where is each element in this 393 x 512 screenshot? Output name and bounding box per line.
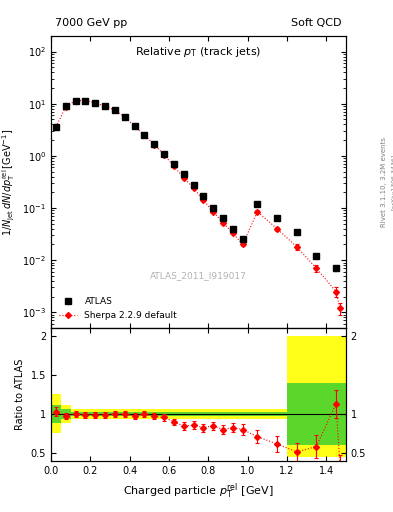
Y-axis label: $1/N_\mathrm{jet}\,dN/dp_\mathrm{T}^\mathrm{rel}\,[\mathrm{GeV}^{-1}]$: $1/N_\mathrm{jet}\,dN/dp_\mathrm{T}^\mat… <box>0 128 17 236</box>
Text: 7000 GeV pp: 7000 GeV pp <box>55 18 127 28</box>
Y-axis label: Ratio to ATLAS: Ratio to ATLAS <box>15 359 25 430</box>
Text: Relative $p_\mathrm{T}$ (track jets): Relative $p_\mathrm{T}$ (track jets) <box>135 45 262 58</box>
Text: Rivet 3.1.10, 3.2M events: Rivet 3.1.10, 3.2M events <box>381 137 387 227</box>
Text: [arXiv:1306.3436]: [arXiv:1306.3436] <box>391 154 393 210</box>
Text: ATLAS_2011_I919017: ATLAS_2011_I919017 <box>150 271 247 280</box>
X-axis label: Charged particle $p_\mathrm{T}^\mathrm{rel}$ [GeV]: Charged particle $p_\mathrm{T}^\mathrm{r… <box>123 481 274 501</box>
Text: Soft QCD: Soft QCD <box>292 18 342 28</box>
Legend: ATLAS, Sherpa 2.2.9 default: ATLAS, Sherpa 2.2.9 default <box>55 294 181 324</box>
